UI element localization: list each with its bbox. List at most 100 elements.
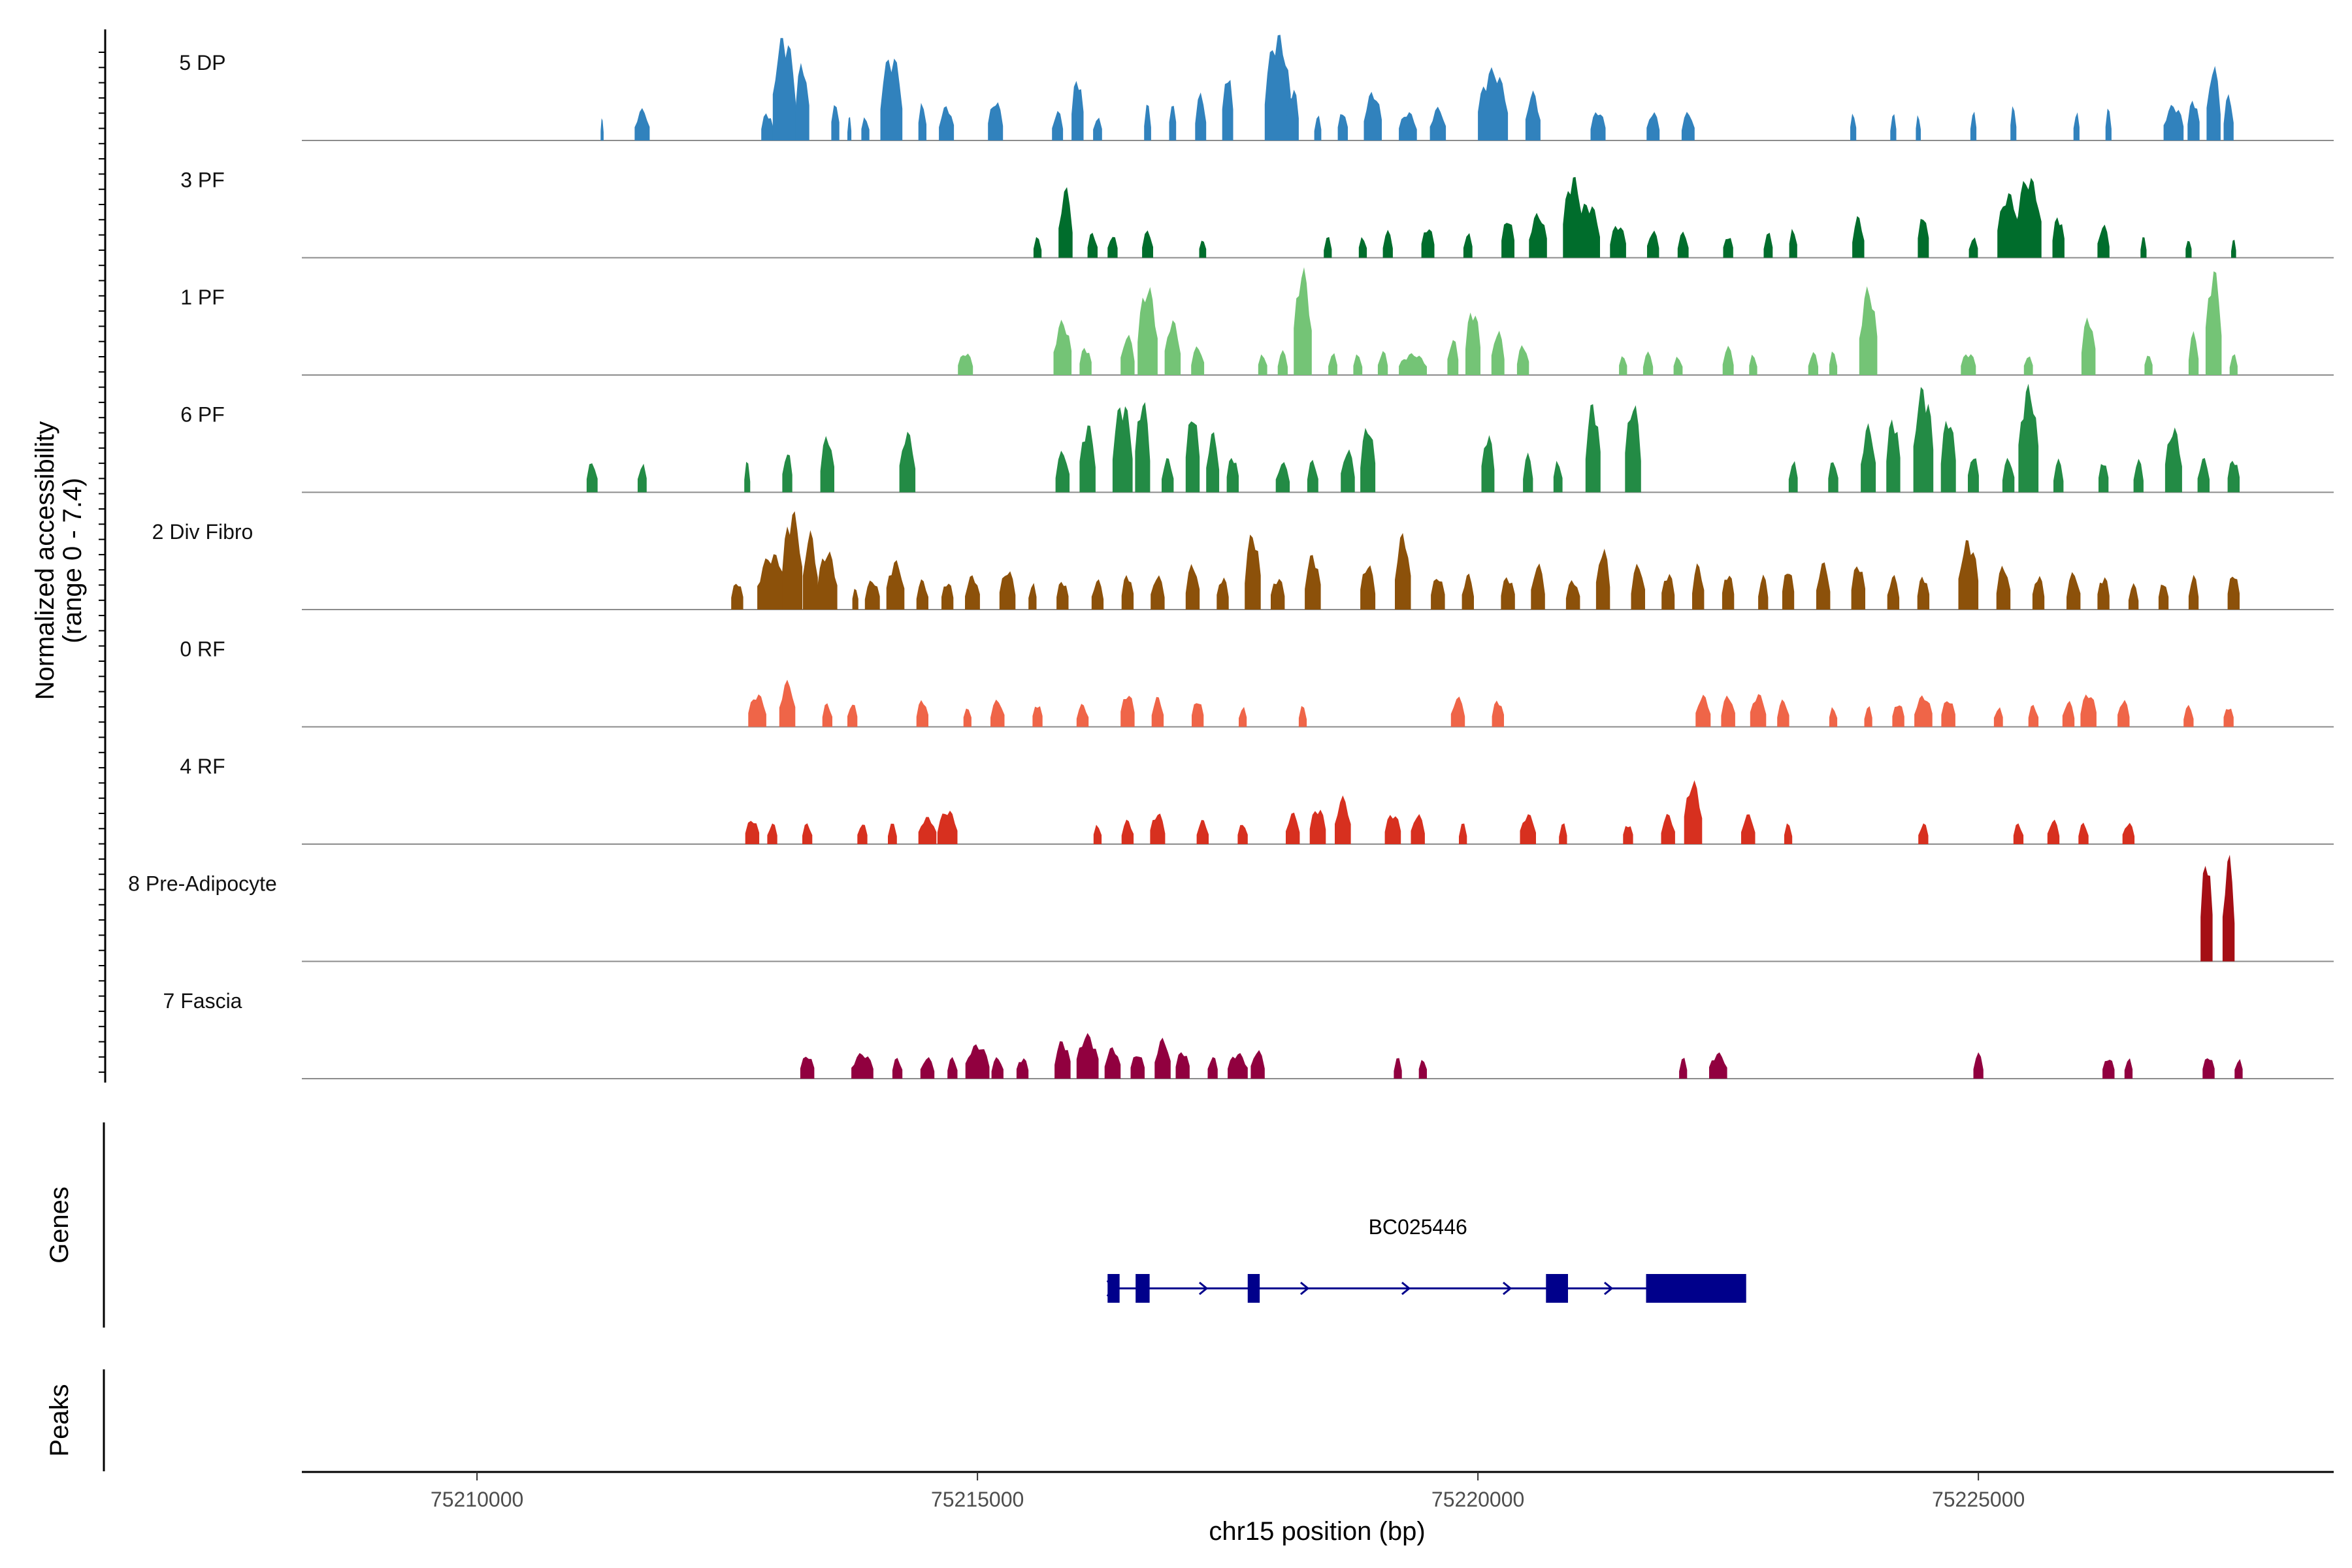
track-7-fascia: 7 Fascia [163, 989, 2334, 1079]
coverage-peak [1151, 696, 1164, 727]
coverage-peak [2117, 700, 2130, 727]
coverage-peak [1852, 216, 1865, 258]
coverage-peak [1431, 579, 1445, 610]
coverage-peak [1112, 406, 1133, 493]
coverage-peak [2013, 823, 2024, 844]
coverage-peak [1271, 578, 1285, 610]
coverage-peak [1195, 92, 1207, 140]
coverage-peak [1918, 823, 1929, 844]
coverage-peak [822, 703, 832, 727]
coverage-peak [1721, 695, 1735, 727]
coverage-peak [1121, 575, 1134, 610]
coverage-peak [958, 353, 973, 375]
coverage-peak [1298, 706, 1307, 727]
coverage-peak [1341, 449, 1355, 493]
coverage-peak [638, 463, 647, 493]
coverage-peak [795, 63, 809, 140]
coverage-peak [1525, 90, 1541, 140]
track-label: 4 RF [180, 755, 225, 778]
coverage-peak [1829, 707, 1838, 727]
coverage-peak [963, 708, 972, 727]
coverage-peak [965, 575, 980, 610]
coverage-peak [1673, 356, 1683, 375]
track-label: 8 Pre-Adipocyte [128, 872, 277, 896]
coverage-peak [1411, 814, 1425, 844]
coverage-peak [1058, 187, 1073, 258]
coverage-peak [634, 108, 650, 140]
coverage-peak [1450, 696, 1465, 727]
coverage-peak [1531, 563, 1545, 610]
coverage-peak [1199, 240, 1207, 258]
coverage-peak [1520, 814, 1536, 844]
coverage-peak [1679, 1058, 1688, 1079]
coverage-peak [1523, 452, 1533, 493]
coverage-peak [2078, 823, 2089, 844]
coverage-peak [600, 118, 604, 140]
coverage-peak [1529, 212, 1547, 258]
coverage-peak [1286, 812, 1300, 844]
coverage-peak [1918, 219, 1929, 258]
coverage-peak [1395, 532, 1411, 610]
coverage-peak [1610, 225, 1626, 258]
coverage-peak [1175, 1052, 1190, 1079]
coverage-peak [1079, 425, 1096, 493]
coverage-peak [1250, 1050, 1265, 1079]
coverage-peak [744, 461, 751, 493]
coverage-peak [1055, 450, 1070, 493]
x-tick-label: 75220000 [1431, 1488, 1524, 1511]
coverage-peak [988, 102, 1004, 140]
coverage-peak [1164, 320, 1181, 375]
coverage-peak [1789, 229, 1797, 258]
coverage-peak [2066, 572, 2081, 610]
track-0-rf: 0 RF [180, 638, 2334, 728]
gene-exon [1646, 1274, 1746, 1303]
coverage-peak [847, 117, 852, 140]
coverage-peak [1144, 105, 1151, 140]
coverage-peak [1828, 462, 1838, 493]
coverage-peak [1625, 405, 1641, 493]
coverage-peak [1185, 564, 1200, 610]
coverage-peak [1914, 695, 1933, 727]
coverage-peak [2144, 355, 2153, 375]
coverage-peak [886, 560, 905, 610]
coverage-peak [1137, 287, 1158, 375]
coverage-peak [1631, 563, 1645, 610]
coverage-peak [1590, 112, 1606, 140]
coverage-peak [2010, 106, 2017, 140]
coverage-peak [1763, 233, 1773, 258]
coverage-peak [1337, 114, 1348, 140]
coverage-peak [1481, 435, 1495, 493]
coverage-peak [2133, 459, 2144, 493]
coverage-peak [1053, 319, 1072, 375]
coverage-peak [1328, 353, 1337, 375]
coverage-peak [2223, 94, 2234, 140]
coverage-peak [1394, 1058, 1402, 1079]
coverage-peak [1222, 80, 1233, 140]
coverage-peak [1491, 331, 1505, 375]
coverage-peak [2140, 237, 2147, 258]
coverage-peak [1151, 575, 1165, 610]
coverage-peak [1940, 421, 1956, 493]
coverage-peak [2187, 101, 2200, 140]
gene-exon [1546, 1274, 1569, 1303]
coverage-peak [1226, 457, 1239, 493]
coverage-peak [1399, 112, 1417, 140]
coverage-peak [864, 580, 880, 610]
coverage-peak [1782, 574, 1795, 610]
coverage-peak [1723, 238, 1733, 258]
x-axis-title: chr15 position (bp) [1209, 1517, 1425, 1546]
coverage-peak [1016, 1058, 1029, 1079]
coverage-peak [852, 589, 858, 610]
coverage-peak [1192, 703, 1204, 727]
coverage-peak [1207, 1057, 1218, 1079]
coverage-peak [831, 105, 840, 140]
coverage-peak [1382, 229, 1393, 258]
coverage-peak [1052, 110, 1064, 140]
coverage-peak [2188, 331, 2199, 375]
coverage-peak [772, 38, 796, 141]
strand-arrow [1299, 1281, 1310, 1296]
x-axis-ticks: 75210000 75215000 75220000 75225000 [431, 1472, 2025, 1511]
coverage-peak [1709, 1052, 1727, 1079]
coverage-peak [1399, 353, 1427, 375]
